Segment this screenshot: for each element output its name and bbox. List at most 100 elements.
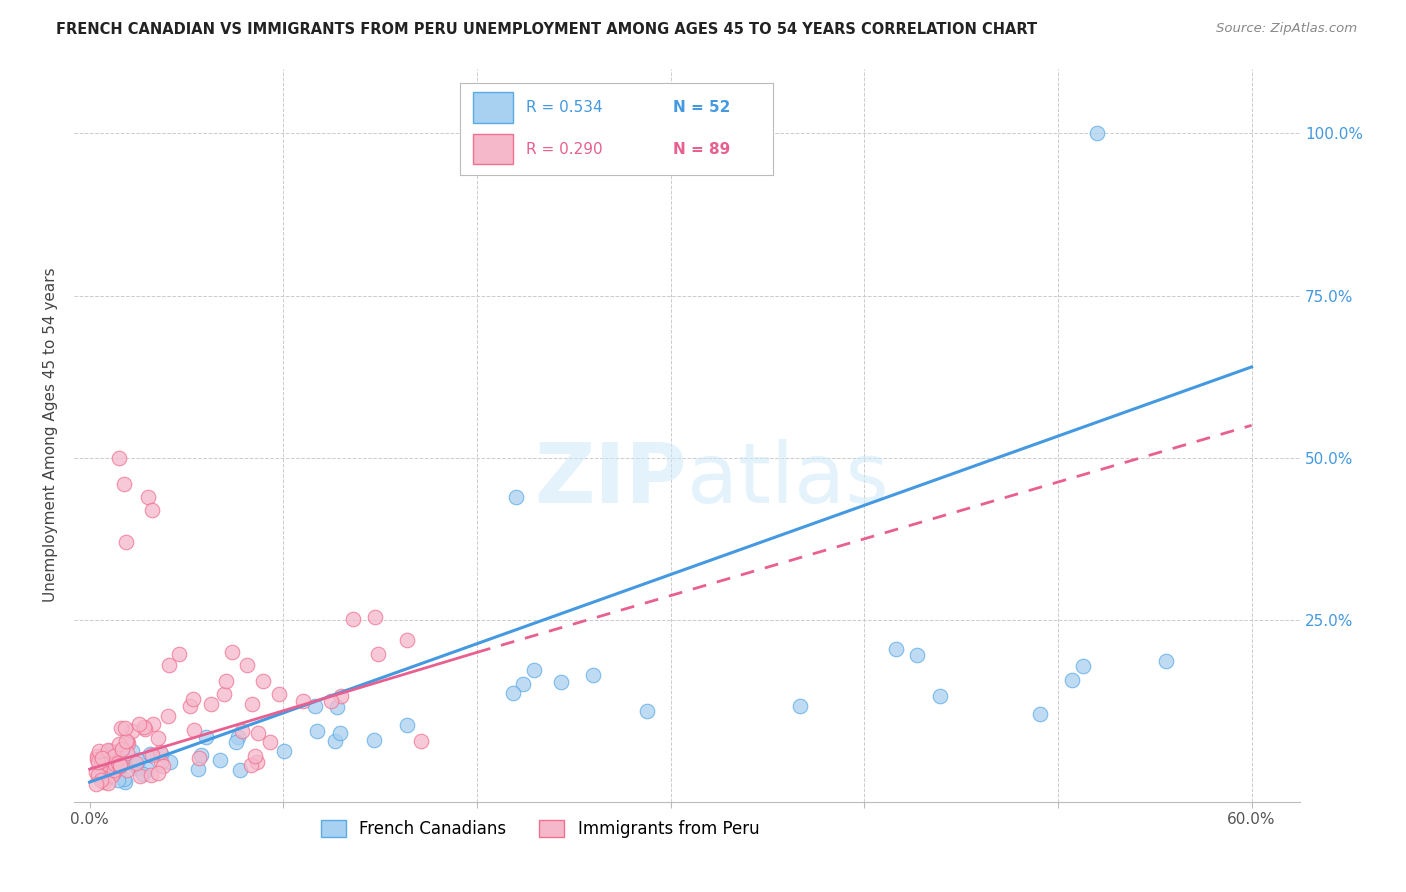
Point (247, 726, 270, 740)
Point (115, 746, 138, 760)
Point (157, 708, 180, 723)
Point (190, 747, 212, 762)
Point (86, 751, 108, 765)
Point (107, 773, 129, 788)
Point (291, 694, 314, 708)
Point (114, 721, 136, 735)
Point (240, 697, 263, 711)
Point (326, 700, 349, 714)
Point (135, 762, 157, 776)
Point (148, 745, 170, 759)
Point (523, 664, 546, 678)
Point (239, 758, 262, 772)
Point (97, 743, 120, 757)
Point (98, 762, 121, 776)
Point (129, 769, 152, 783)
Point (115, 535, 138, 549)
Point (108, 758, 131, 772)
Point (1029, 707, 1052, 722)
Point (183, 723, 205, 737)
Point (146, 731, 169, 745)
Point (90, 773, 112, 788)
Point (91, 765, 114, 780)
Point (789, 698, 811, 713)
Point (132, 720, 155, 734)
Point (209, 753, 232, 767)
Point (98, 752, 121, 766)
Point (86, 748, 108, 763)
Point (110, 744, 132, 758)
Point (96, 757, 118, 772)
Point (100, 753, 122, 767)
Point (367, 647, 389, 661)
Point (364, 610, 387, 624)
Point (505, 490, 527, 504)
Point (94, 770, 117, 784)
Point (125, 756, 148, 771)
Point (142, 717, 165, 731)
Point (121, 744, 143, 758)
Point (221, 645, 243, 659)
Point (1085, 127, 1108, 141)
Point (98, 744, 121, 758)
Point (108, 450, 131, 465)
Point (342, 612, 364, 626)
Point (246, 756, 269, 770)
Point (582, 127, 605, 141)
Point (245, 748, 267, 763)
Point (157, 657, 180, 672)
Point (321, 693, 343, 707)
Point (329, 726, 352, 740)
Point (183, 692, 205, 706)
Point (1071, 659, 1094, 673)
Text: atlas: atlas (688, 439, 889, 519)
Point (101, 746, 124, 760)
Point (117, 736, 139, 750)
Point (104, 757, 127, 772)
Point (267, 687, 290, 701)
Point (215, 674, 238, 689)
Point (84, 764, 107, 779)
Point (103, 760, 125, 774)
Legend: French Canadians, Immigrants from Peru: French Canadians, Immigrants from Peru (314, 813, 766, 845)
Point (103, 763, 125, 777)
Point (582, 668, 605, 682)
Point (502, 686, 524, 700)
Point (259, 735, 281, 749)
Point (112, 752, 135, 766)
Point (231, 723, 253, 738)
Point (136, 490, 159, 504)
Point (110, 755, 132, 769)
Point (188, 750, 211, 764)
Point (103, 756, 125, 770)
Point (110, 722, 132, 736)
Point (152, 759, 174, 773)
Point (91, 752, 114, 766)
Point (139, 768, 162, 782)
Point (187, 763, 209, 777)
Point (112, 476, 135, 491)
Y-axis label: Unemployment Among Ages 45 to 54 years: Unemployment Among Ages 45 to 54 years (44, 268, 58, 602)
Point (225, 735, 247, 749)
Point (90, 751, 112, 765)
Point (305, 723, 328, 738)
Point (159, 755, 181, 769)
Point (84, 777, 107, 791)
Point (179, 698, 201, 713)
Point (101, 768, 124, 782)
Point (226, 730, 249, 744)
Point (929, 689, 952, 703)
Point (97, 776, 120, 790)
Text: Source: ZipAtlas.com: Source: ZipAtlas.com (1216, 22, 1357, 36)
Point (87, 755, 110, 769)
Point (252, 674, 274, 689)
Point (550, 675, 572, 690)
Point (93, 774, 115, 789)
Point (112, 772, 135, 786)
Point (101, 758, 124, 772)
Point (905, 648, 928, 663)
Point (141, 747, 163, 762)
Point (141, 502, 163, 516)
Point (115, 763, 138, 777)
Point (395, 718, 418, 732)
